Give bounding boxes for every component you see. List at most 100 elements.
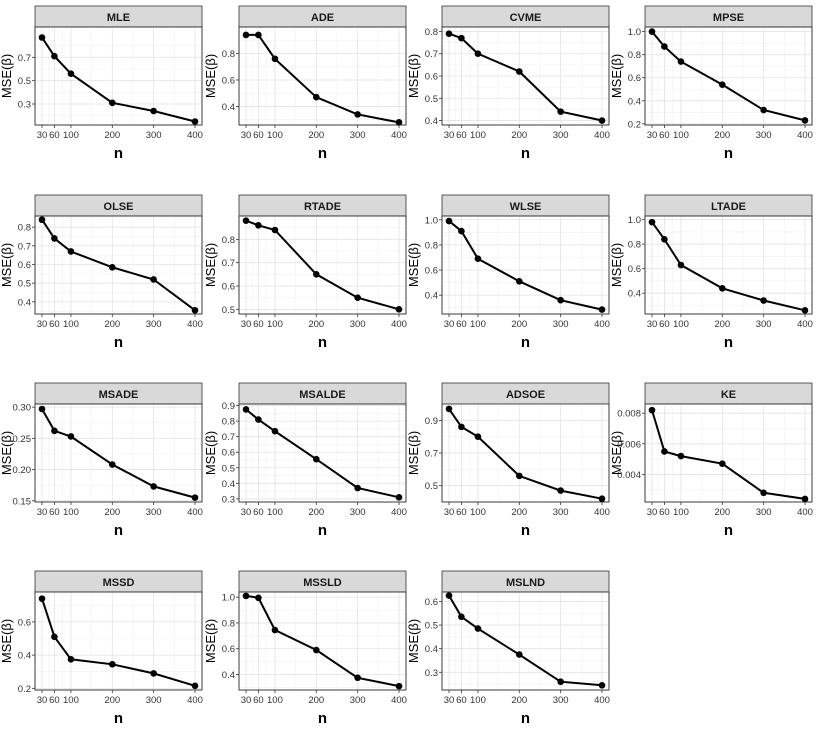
y-tick-label: 0.8 [628, 240, 641, 251]
y-axis-label: MSE(β) [609, 243, 624, 287]
panel-title: WLSE [510, 201, 542, 213]
data-point [51, 52, 58, 60]
panel-mssd: MSSD 0.2 0.4 0.6 30 60 100 200 300 400 n MSE(β) [0, 570, 203, 727]
panel-mle: MLE 0.3 0.5 0.7 30 60 100 200 300 400 n MSE(β) [0, 5, 203, 162]
panel-title: KE [721, 389, 736, 401]
x-tick-label: 300 [553, 507, 569, 518]
y-tick-label: 0.5 [222, 305, 235, 316]
data-point [67, 433, 75, 440]
x-axis-label: n [724, 522, 733, 539]
x-tick-label: 100 [63, 319, 79, 330]
y-tick-label: 0.7 [425, 49, 438, 60]
panel-olse: OLSE 0.4 0.5 0.6 0.7 0.8 30 60 100 200 300 400 n MSE(… [0, 194, 203, 351]
y-tick-label: 0.4 [222, 479, 235, 490]
x-tick-label: 400 [594, 130, 610, 141]
x-tick-label: 400 [797, 130, 813, 141]
y-tick-label: 0.6 [222, 75, 235, 86]
x-tick-label: 30 [37, 130, 48, 141]
data-point [718, 284, 726, 292]
x-tick-label: 400 [594, 695, 610, 706]
y-tick-label: 0.15 [13, 496, 32, 507]
y-axis-label: MSE(β) [0, 243, 14, 287]
data-point [312, 271, 320, 278]
data-point [242, 217, 250, 224]
x-tick-label: 100 [673, 130, 689, 141]
x-tick-label: 60 [659, 130, 670, 141]
x-axis-label: n [114, 145, 123, 162]
panel-border [238, 591, 407, 691]
y-tick-label: 0.9 [425, 416, 438, 427]
data-point [445, 217, 453, 225]
panel-title: MSALDE [299, 389, 345, 401]
y-tick-label: 0.4 [628, 96, 641, 107]
data-point [255, 222, 262, 229]
x-tick-label: 100 [470, 319, 486, 330]
data-point [458, 613, 465, 621]
data-point [271, 226, 279, 234]
x-tick-label: 30 [444, 130, 455, 141]
panel-border [644, 26, 813, 126]
y-tick-label: 0.6 [425, 597, 438, 608]
data-point [718, 81, 726, 88]
y-axis-label: MSE(β) [0, 431, 14, 475]
panel-title: ADE [311, 12, 334, 24]
x-tick-label: 300 [350, 319, 366, 330]
y-tick-label: 0.25 [13, 434, 32, 445]
y-tick-label: 0.6 [628, 264, 641, 275]
panel-plot-area [34, 26, 203, 126]
x-tick-label: 60 [253, 695, 264, 706]
data-point [108, 264, 116, 271]
x-axis-label: n [318, 522, 327, 539]
panel-border [34, 591, 203, 691]
panel-title: MSSLD [303, 577, 342, 589]
x-tick-label: 200 [511, 130, 527, 141]
data-point [150, 670, 157, 677]
data-point [557, 678, 564, 686]
data-point [395, 119, 403, 126]
data-point [242, 592, 250, 600]
x-axis-label: n [724, 145, 733, 162]
data-point [557, 296, 564, 304]
y-tick-label: 0.6 [222, 282, 235, 293]
data-point [312, 646, 320, 654]
x-tick-label: 200 [308, 319, 324, 330]
x-tick-label: 200 [104, 507, 120, 518]
panel-title: MLE [107, 12, 130, 24]
x-tick-label: 300 [146, 695, 162, 706]
y-tick-label: 0.8 [425, 27, 438, 38]
data-point [38, 405, 46, 413]
data-point [445, 592, 453, 599]
series-line [448, 594, 603, 687]
data-point [718, 460, 726, 468]
data-point [801, 495, 809, 503]
panel-title: MPSE [713, 12, 744, 24]
x-tick-label: 300 [756, 130, 772, 141]
y-tick-label: 0.6 [425, 72, 438, 83]
panel-border [441, 591, 610, 691]
y-axis-label: MSE(β) [203, 54, 218, 98]
data-point [598, 117, 606, 124]
data-point [474, 433, 482, 440]
x-tick-label: 60 [456, 695, 467, 706]
panel-border [34, 403, 203, 503]
y-tick-label: 0.7 [425, 449, 438, 460]
data-point [354, 484, 361, 492]
data-point [648, 28, 656, 35]
x-tick-label: 100 [267, 319, 283, 330]
y-tick-label: 0.008 [617, 409, 641, 420]
data-point [67, 655, 75, 663]
x-tick-label: 400 [391, 507, 407, 518]
x-tick-label: 300 [553, 695, 569, 706]
x-tick-label: 400 [187, 130, 203, 141]
data-point [38, 34, 46, 41]
y-tick-label: 0.4 [222, 102, 235, 113]
x-tick-label: 60 [49, 130, 60, 141]
panel-plot-area [34, 403, 203, 503]
x-tick-label: 400 [187, 507, 203, 518]
x-tick-label: 200 [104, 695, 120, 706]
y-tick-label: 0.6 [425, 266, 438, 277]
panel-msade: MSADE 0.15 0.20 0.25 0.30 30 60 100 200 300 400 n MS… [0, 382, 203, 539]
y-tick-label: 0.5 [18, 279, 31, 290]
x-tick-label: 300 [146, 130, 162, 141]
